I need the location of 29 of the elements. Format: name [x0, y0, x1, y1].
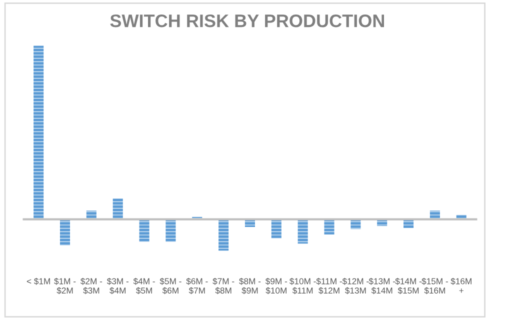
x-tick-label: $2M - $3M	[80, 278, 102, 294]
x-tick-label: $13M - $14M	[368, 278, 396, 294]
x-tick-label: $12M - $13M	[342, 278, 369, 294]
chart-title: SWITCH RISK BY PRODUCTION	[110, 14, 384, 28]
bar	[86, 210, 96, 220]
x-tick-label: $6M - $7M	[186, 278, 208, 294]
bar	[34, 46, 44, 220]
x-tick-label: $1M - $2M	[54, 278, 76, 294]
x-tick-label: $11M - $12M	[316, 278, 342, 294]
bar	[324, 219, 334, 234]
bar	[112, 198, 123, 220]
x-tick-label: < $1M	[26, 278, 50, 285]
x-tick-label: $15M - $16M	[422, 278, 448, 294]
x-tick-label: $9M - $10M	[265, 278, 288, 294]
bar	[166, 219, 176, 242]
bar	[271, 219, 282, 238]
x-tick-label: $16M +	[450, 278, 472, 293]
x-tick-label: $8M - $9M	[239, 278, 261, 294]
x-tick-label: $14M - $15M	[395, 278, 422, 294]
bar	[430, 210, 440, 220]
bar	[218, 219, 229, 251]
x-tick-label: $7M - $8M	[212, 278, 234, 294]
x-tick-label: $3M - $4M	[106, 278, 128, 294]
x-tick-label: $10M - $11M	[290, 278, 316, 294]
bar	[298, 219, 308, 244]
bar	[60, 219, 70, 246]
bar	[139, 219, 150, 242]
x-tick-label: $4M - $5M	[133, 278, 155, 294]
x-tick-label: $5M - $6M	[160, 278, 182, 294]
